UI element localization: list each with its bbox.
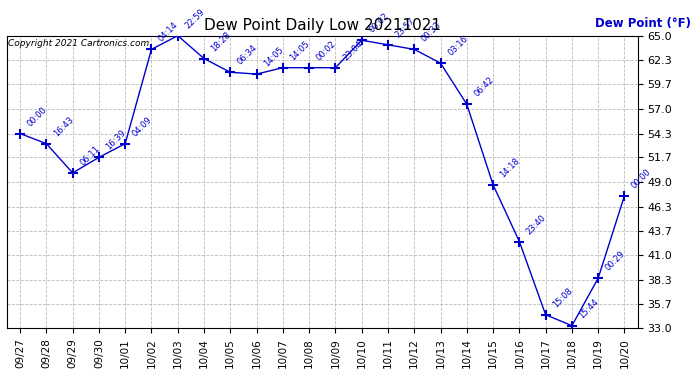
Text: 23:57: 23:57 xyxy=(393,16,417,39)
Text: 14:05: 14:05 xyxy=(262,45,285,69)
Text: 00:02: 00:02 xyxy=(367,12,391,34)
Text: 03:16: 03:16 xyxy=(446,34,469,57)
Text: Dew Point (°F): Dew Point (°F) xyxy=(595,17,690,30)
Text: 14:05: 14:05 xyxy=(288,39,312,62)
Text: 00:29: 00:29 xyxy=(604,249,627,273)
Text: 04:09: 04:09 xyxy=(130,115,154,138)
Text: 00:33: 00:33 xyxy=(420,21,443,44)
Text: 00:00: 00:00 xyxy=(26,105,49,128)
Title: Dew Point Daily Low 20211021: Dew Point Daily Low 20211021 xyxy=(204,18,441,33)
Text: 22:59: 22:59 xyxy=(184,7,206,30)
Text: 06:11: 06:11 xyxy=(78,144,101,167)
Text: 15:08: 15:08 xyxy=(551,286,575,309)
Text: 16:43: 16:43 xyxy=(52,115,75,138)
Text: 15:44: 15:44 xyxy=(578,297,600,320)
Text: 04:14: 04:14 xyxy=(157,21,180,44)
Text: 23:04: 23:04 xyxy=(341,39,364,62)
Text: 23:40: 23:40 xyxy=(525,213,548,236)
Text: 00:00: 00:00 xyxy=(630,167,653,190)
Text: 18:28: 18:28 xyxy=(210,30,233,53)
Text: Copyright 2021 Cartronics.com: Copyright 2021 Cartronics.com xyxy=(8,39,150,48)
Text: 00:02: 00:02 xyxy=(315,39,338,62)
Text: 06:42: 06:42 xyxy=(473,75,495,99)
Text: 16:39: 16:39 xyxy=(104,129,128,152)
Text: 14:18: 14:18 xyxy=(499,156,522,179)
Text: 06:34: 06:34 xyxy=(236,44,259,67)
